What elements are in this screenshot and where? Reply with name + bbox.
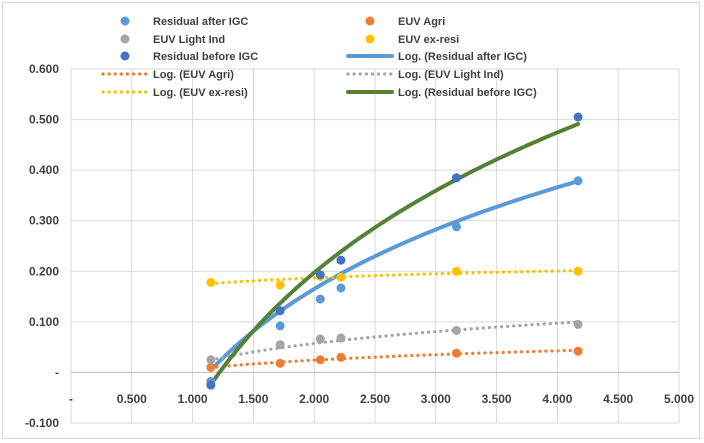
point-residual-before-igc bbox=[315, 270, 325, 280]
y-tick-label: 0.500 bbox=[29, 113, 59, 127]
y-tick-label: - bbox=[55, 365, 59, 379]
point-euv-ex-resi bbox=[275, 280, 285, 290]
trendline-log-residual-before-igc bbox=[212, 122, 581, 382]
point-euv-agri bbox=[573, 346, 583, 356]
point-euv-agri bbox=[206, 362, 216, 372]
legend-marker-residual-after-igc bbox=[120, 16, 130, 26]
point-residual-before-igc bbox=[451, 173, 461, 183]
grid-lines bbox=[70, 68, 680, 424]
legend-marker-euv-light-ind bbox=[120, 34, 130, 44]
point-residual-after-igc bbox=[315, 294, 325, 304]
trendline-log-euv-ex-resi bbox=[209, 268, 580, 286]
legend-label-euv-ex-resi: EUV ex-resi bbox=[398, 34, 459, 46]
x-tick-label: 2.500 bbox=[360, 392, 390, 406]
legend-marker-residual-before-igc bbox=[120, 51, 130, 61]
point-residual-before-igc bbox=[206, 380, 216, 390]
legend-label-residual-before-igc: Residual before IGC bbox=[153, 51, 258, 63]
point-euv-agri bbox=[315, 355, 325, 365]
x-tick-label: 4.500 bbox=[603, 392, 633, 406]
x-tick-label: 0.500 bbox=[117, 392, 147, 406]
legend-label-log-euv-agri: Log. (EUV Agri) bbox=[153, 69, 234, 81]
chart-svg: - 0.500 1.000 1.500 2.000 2.500 3.000 3.500 4.00… bbox=[25, 16, 694, 430]
y-tick-label: -0.100 bbox=[25, 416, 59, 430]
trendline-log-residual-after-igc bbox=[212, 179, 581, 369]
point-euv-agri bbox=[275, 358, 285, 368]
x-tick-label: 3.000 bbox=[421, 392, 451, 406]
x-tick-label: 4.000 bbox=[542, 392, 572, 406]
y-tick-label: 0.100 bbox=[29, 315, 59, 329]
plot-series bbox=[206, 112, 583, 390]
y-tick-label: 0.400 bbox=[29, 163, 59, 177]
x-tick-label: 2.000 bbox=[299, 392, 329, 406]
legend-label-log-euv-light-ind: Log. (EUV Light Ind) bbox=[398, 69, 504, 81]
point-euv-agri bbox=[336, 352, 346, 362]
legend-label-euv-light-ind: EUV Light Ind bbox=[153, 34, 225, 46]
trendline-log-euv-agri bbox=[209, 348, 580, 370]
point-residual-before-igc bbox=[275, 306, 285, 316]
y-tick-label: 0.300 bbox=[29, 214, 59, 228]
x-tick-label: 3.500 bbox=[482, 392, 512, 406]
legend-marker-euv-agri bbox=[365, 16, 375, 26]
point-euv-light-ind bbox=[451, 325, 461, 335]
legend-label-residual-after-igc: Residual after IGC bbox=[153, 16, 248, 28]
point-euv-light-ind bbox=[573, 319, 583, 329]
chart-frame: - 0.500 1.000 1.500 2.000 2.500 3.000 3.500 4.00… bbox=[2, 2, 700, 439]
point-residual-before-igc bbox=[336, 255, 346, 265]
x-tick-label: - bbox=[69, 392, 73, 406]
y-tick-label: 0.600 bbox=[29, 62, 59, 76]
legend: Residual after IGC EUV Agri EUV Light Ind E… bbox=[101, 16, 537, 99]
x-tick-label: 5.000 bbox=[664, 392, 694, 406]
y-tick-label: 0.200 bbox=[29, 264, 59, 278]
trendline-log-euv-light-ind bbox=[209, 320, 580, 362]
legend-label-log-euv-ex-resi: Log. (EUV ex-resi) bbox=[153, 87, 248, 99]
legend-label-euv-agri: EUV Agri bbox=[398, 16, 445, 28]
point-residual-after-igc bbox=[275, 321, 285, 331]
x-tick-label: 1.000 bbox=[178, 392, 208, 406]
point-euv-light-ind bbox=[315, 334, 325, 344]
point-residual-after-igc bbox=[451, 222, 461, 232]
legend-label-log-residual-before-igc: Log. (Residual before IGC) bbox=[398, 87, 537, 99]
point-euv-light-ind bbox=[275, 340, 285, 350]
point-euv-agri bbox=[451, 348, 461, 358]
point-euv-ex-resi bbox=[206, 277, 216, 287]
point-euv-light-ind bbox=[336, 333, 346, 343]
point-euv-ex-resi bbox=[451, 266, 461, 276]
point-residual-after-igc bbox=[336, 283, 346, 293]
axis-tick-labels: - 0.500 1.000 1.500 2.000 2.500 3.000 3.500 4.00… bbox=[25, 62, 694, 430]
point-residual-after-igc bbox=[573, 176, 583, 186]
x-tick-label: 1.500 bbox=[238, 392, 268, 406]
legend-marker-euv-ex-resi bbox=[365, 34, 375, 44]
point-residual-before-igc bbox=[573, 112, 583, 122]
point-euv-ex-resi bbox=[336, 272, 346, 282]
point-euv-light-ind bbox=[206, 355, 216, 365]
legend-label-log-residual-after-igc: Log. (Residual after IGC) bbox=[398, 51, 527, 63]
point-euv-ex-resi bbox=[573, 266, 583, 276]
